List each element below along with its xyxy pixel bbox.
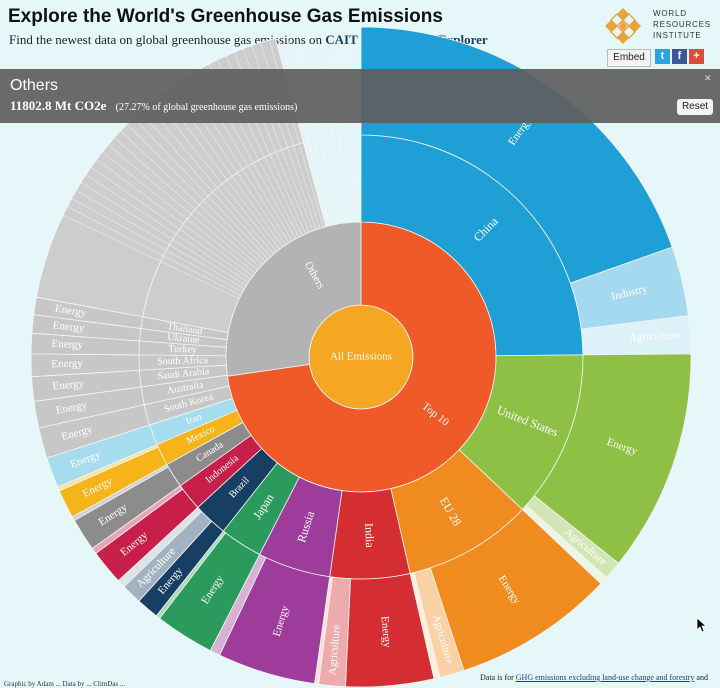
sector-label-india-agriculture: Agriculture [327, 624, 343, 676]
sector-label-saudi-arabia-energy: Energy [52, 378, 85, 393]
country-label-saudi-arabia: Saudi Arabia [157, 366, 210, 382]
others-striation [126, 124, 266, 263]
sector-label-china-agriculture: Agriculture [629, 329, 681, 344]
sector-label-ukraine-energy: Energy [52, 319, 85, 334]
sector-label-australia-energy: Energy [55, 399, 89, 416]
others-striation [108, 144, 258, 271]
selection-name: Others [10, 77, 59, 94]
selection-value: 11802.8 Mt CO2e [10, 98, 107, 113]
others-striation [140, 111, 272, 257]
footer-link[interactable]: GHG emissions excluding land-use change … [515, 673, 695, 682]
others-striation [147, 105, 274, 255]
others-striation [287, 35, 332, 226]
others-striation [62, 214, 240, 300]
embed-button[interactable]: Embed [607, 49, 651, 67]
others-striation [314, 30, 343, 224]
others-striation [296, 33, 335, 225]
country-label-india: India [362, 523, 377, 549]
others-striation [80, 182, 247, 286]
others-striation [351, 27, 358, 223]
others-striation [120, 130, 263, 265]
country-label-south-africa: South Africa [157, 355, 209, 367]
google-plus-icon[interactable]: + [689, 49, 704, 64]
others-striation [277, 37, 328, 227]
sector-label-thailand-energy: Energy [54, 303, 88, 320]
selection-value-line: 11802.8 Mt CO2e (27.27% of global greenh… [10, 98, 297, 114]
sector-label-turkey-energy: Energy [51, 338, 84, 351]
page-title: Explore the World's Greenhouse Gas Emiss… [8, 6, 443, 27]
footer-text-before: Data is for [480, 673, 514, 682]
sector-label-south-africa-energy: Energy [51, 358, 83, 371]
others-striation [91, 166, 251, 280]
others-striation [154, 99, 277, 252]
others-striation [71, 198, 243, 293]
footer-credit: Graphic by Adam ... Data by ... ClimDas … [4, 680, 126, 688]
others-striation [85, 174, 249, 283]
footer-note: Data is for GHG emissions excluding land… [480, 673, 708, 682]
wri-logo-icon [605, 8, 641, 44]
others-striation [332, 28, 350, 223]
center-label: All Emissions [330, 351, 392, 363]
close-icon[interactable]: ✕ [704, 73, 712, 83]
others-striation [96, 159, 254, 277]
sector-label-india-energy: Energy [378, 616, 393, 649]
reset-button[interactable]: Reset [677, 99, 713, 115]
others-striation [305, 31, 339, 224]
others-striation [323, 29, 347, 223]
others-striation [342, 27, 354, 223]
subtitle-text: Find the newest data on global greenhous… [9, 32, 323, 47]
facebook-icon[interactable]: f [672, 49, 687, 64]
others-striation [76, 190, 245, 290]
others-striation [102, 151, 256, 274]
others-striation [114, 137, 261, 268]
mouse-cursor-icon [696, 617, 708, 633]
country-label-turkey: Turkey [168, 343, 197, 355]
country-label-iran: Iran [184, 411, 203, 427]
others-striation [133, 117, 269, 260]
selection-percent: (27.27% of global greenhouse gas emissio… [115, 102, 298, 113]
footer-text-after: and [696, 673, 708, 682]
wri-logo-text: WORLD RESOURCES INSTITUTE [653, 9, 711, 40]
others-striation [67, 206, 241, 296]
twitter-icon[interactable]: t [655, 49, 670, 64]
selection-header: Others 11802.8 Mt CO2e (27.27% of global… [0, 69, 720, 123]
